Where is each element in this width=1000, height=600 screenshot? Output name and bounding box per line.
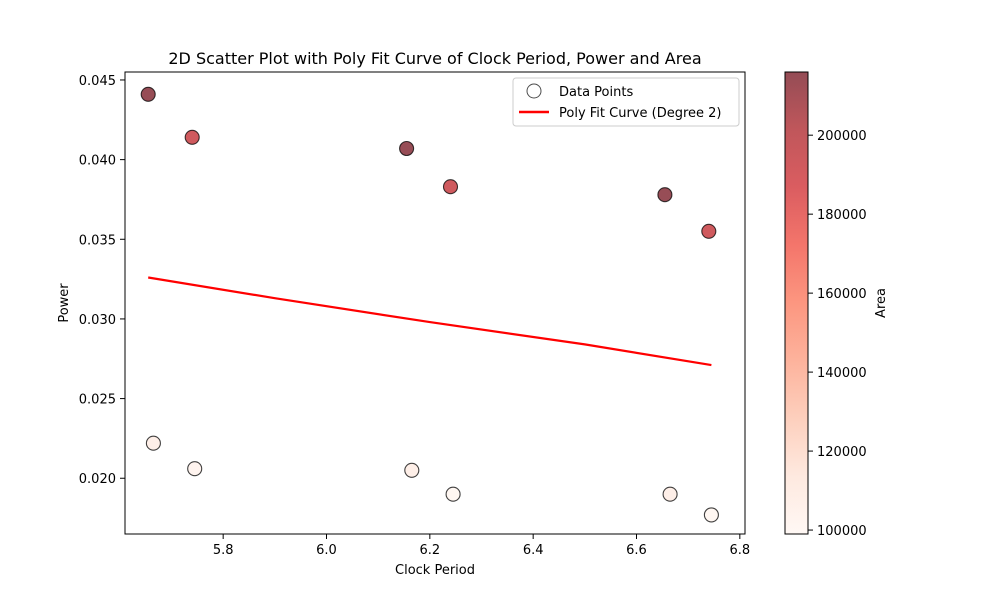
fit-curve-layer — [148, 276, 712, 367]
x-tick-label: 6.2 — [419, 543, 440, 558]
scatter-point — [145, 435, 161, 451]
x-tick-label: 6.4 — [523, 543, 544, 558]
y-axis-label: Power — [57, 283, 72, 323]
colorbar-frame — [784, 71, 809, 535]
scatter-point — [187, 461, 203, 477]
colorbar-tick-label: 200000 — [817, 129, 867, 144]
x-tick-label: 6.8 — [729, 543, 750, 558]
y-tick-label: 0.030 — [79, 313, 116, 328]
y-tick-label: 0.035 — [79, 233, 116, 248]
fit-curve-line — [148, 276, 712, 367]
scatter-point — [184, 129, 200, 145]
colorbar-ticks: 100000 120000 140000 160000 180000 200000 — [808, 129, 867, 539]
plot-area — [124, 71, 746, 535]
legend-box — [512, 77, 740, 127]
y-tick-label: 0.025 — [79, 393, 116, 408]
chart-title: 2D Scatter Plot with Poly Fit Curve of C… — [168, 49, 701, 68]
legend-marker-data-points — [526, 83, 542, 99]
legend-label-fit-curve: Poly Fit Curve (Degree 2) — [559, 106, 722, 121]
colorbar: 100000 120000 140000 160000 180000 200000 Are… — [784, 71, 889, 539]
plot-frame — [124, 71, 746, 535]
scatter-point — [701, 223, 717, 239]
colorbar-tick-label: 120000 — [817, 445, 867, 460]
legend-label-data-points: Data Points — [559, 85, 633, 100]
scatter-point — [703, 507, 719, 523]
scatter-point — [399, 140, 415, 157]
scatter-point — [662, 486, 678, 502]
legend: Data Points Poly Fit Curve (Degree 2) — [512, 77, 740, 127]
colorbar-gradient — [785, 72, 808, 534]
x-tick-label: 6.0 — [316, 543, 337, 558]
x-axis: 5.8 6.0 6.2 6.4 6.6 6.8 — [213, 534, 750, 558]
x-axis-label: Clock Period — [395, 563, 475, 578]
scatter-point — [404, 462, 420, 478]
scatter-point — [445, 486, 461, 502]
colorbar-tick-label: 140000 — [817, 366, 867, 381]
scatter-point — [442, 179, 459, 195]
colorbar-label: Area — [874, 288, 889, 318]
scatter-point — [657, 187, 673, 203]
scatter-point — [140, 86, 156, 102]
y-tick-label: 0.020 — [79, 472, 116, 487]
colorbar-tick-label: 160000 — [817, 287, 867, 302]
colorbar-tick-label: 100000 — [817, 524, 867, 539]
data-points-layer — [140, 86, 719, 523]
x-tick-label: 5.8 — [213, 543, 234, 558]
x-tick-label: 6.6 — [626, 543, 647, 558]
y-axis: 0.020 0.025 0.030 0.035 0.040 0.045 — [79, 74, 125, 487]
y-tick-label: 0.040 — [79, 154, 116, 169]
y-tick-label: 0.045 — [79, 74, 116, 89]
colorbar-tick-label: 180000 — [817, 208, 867, 223]
